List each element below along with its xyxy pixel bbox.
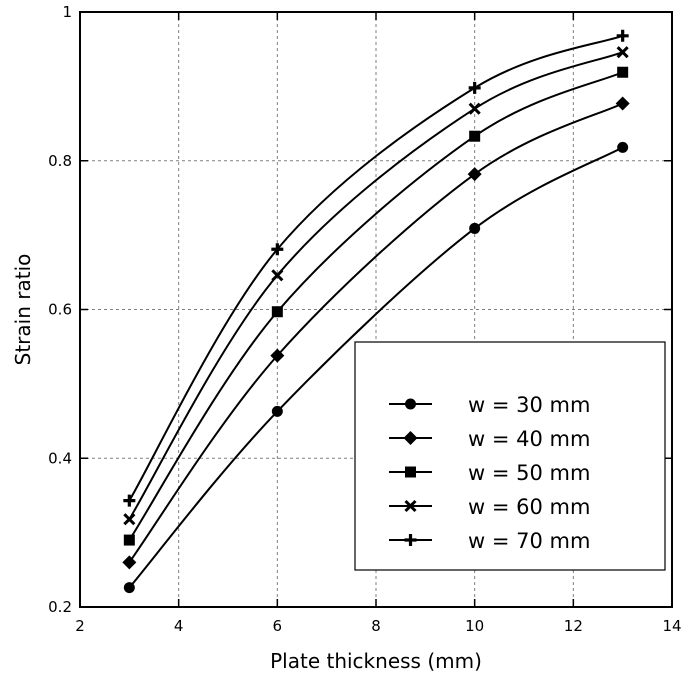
x-tick-label: 14 xyxy=(662,617,681,635)
y-tick-label: 1 xyxy=(62,3,72,21)
legend-label: w = 70 mm xyxy=(468,529,590,553)
data-point-plus xyxy=(468,81,481,94)
data-point-plus xyxy=(123,494,136,507)
data-point-x xyxy=(468,102,481,115)
data-point-x xyxy=(616,46,629,59)
legend-label: w = 50 mm xyxy=(468,461,590,485)
data-point-diamond xyxy=(467,167,482,182)
data-point-circle xyxy=(617,141,629,153)
series-markers xyxy=(122,29,630,594)
legend-marker-x xyxy=(404,499,417,513)
data-point-square xyxy=(123,534,135,546)
y-axis-tick-labels: 0.2 0.4 0.6 0.8 1 xyxy=(48,3,72,616)
series-line-5 xyxy=(128,34,623,502)
series-line-1 xyxy=(128,146,624,589)
axis-ticks xyxy=(79,11,673,608)
x-tick-label: 8 xyxy=(371,617,381,635)
x-tick-label: 6 xyxy=(273,617,283,635)
data-point-circle xyxy=(271,405,283,417)
y-tick-label: 0.8 xyxy=(48,152,72,170)
series-line-3 xyxy=(128,71,624,541)
x-tick-label: 2 xyxy=(75,617,85,635)
data-point-diamond xyxy=(122,555,137,570)
data-point-plus xyxy=(616,29,629,42)
y-tick-label: 0.2 xyxy=(48,598,72,616)
legend-marker-circle xyxy=(405,398,416,410)
series-lines xyxy=(128,34,624,589)
data-point-square xyxy=(271,306,283,318)
x-axis-tick-labels: 2 4 6 8 10 12 14 xyxy=(75,617,681,635)
legend-label: w = 40 mm xyxy=(468,427,590,451)
y-axis-title: Strain ratio xyxy=(11,254,35,366)
y-tick-label: 0.6 xyxy=(48,301,72,319)
data-point-square xyxy=(469,130,481,142)
legend-label: w = 30 mm xyxy=(468,393,590,417)
y-tick-label: 0.4 xyxy=(48,449,72,467)
series-line-4 xyxy=(128,51,624,520)
x-tick-label: 12 xyxy=(564,617,583,635)
legend-label: w = 60 mm xyxy=(468,495,590,519)
data-point-x xyxy=(123,513,136,526)
legend-marker-diamond xyxy=(403,431,418,445)
legend-marker-square xyxy=(405,466,416,478)
data-point-plus xyxy=(271,243,284,256)
series-line-2 xyxy=(128,102,624,563)
x-tick-label: 4 xyxy=(174,617,184,635)
legend: w = 30 mm w = 40 mm w = 50 mm w = 60 mm w = … xyxy=(354,341,666,571)
data-point-circle xyxy=(469,222,481,234)
x-tick-label: 10 xyxy=(465,617,484,635)
data-point-diamond xyxy=(270,348,285,363)
x-axis-title: Plate thickness (mm) xyxy=(270,649,482,673)
data-point-square xyxy=(617,66,629,78)
legend-marker-plus xyxy=(404,534,417,546)
data-point-x xyxy=(271,269,284,282)
data-point-circle xyxy=(123,582,135,594)
legend-box xyxy=(354,341,666,571)
data-point-diamond xyxy=(615,96,630,111)
